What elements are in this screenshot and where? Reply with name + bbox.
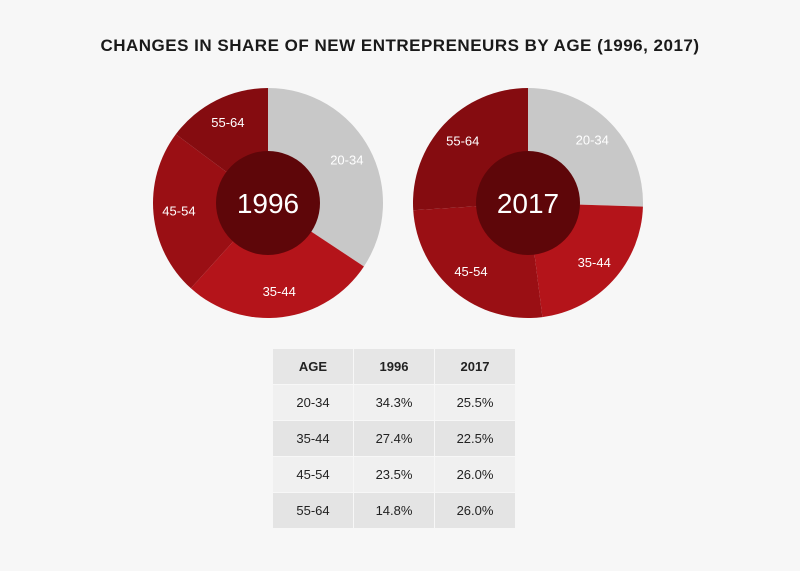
table-row: 55-64 14.8% 26.0% — [272, 492, 516, 529]
donut-center-label-1996: 1996 — [237, 188, 299, 219]
data-table: AGE 1996 2017 20-34 34.3% 25.5% 35-44 27… — [272, 348, 516, 529]
slice-1996-45-54 — [152, 134, 268, 289]
donut-charts: 20-34 35-44 45-54 55-64 1996 20-34 35-44 45-54 5… — [152, 88, 643, 318]
cell-2017: 26.0% — [434, 456, 516, 493]
slice-label-2017-45-54: 45-54 — [454, 264, 487, 279]
cell-age: 35-44 — [272, 420, 354, 457]
table-row: 45-54 23.5% 26.0% — [272, 456, 516, 493]
table-header-row: AGE 1996 2017 — [272, 348, 516, 385]
header-1996: 1996 — [353, 348, 435, 385]
slice-label-1996-45-54: 45-54 — [162, 204, 195, 219]
cell-1996: 27.4% — [353, 420, 435, 457]
cell-2017: 26.0% — [434, 492, 516, 529]
slice-label-2017-55-64: 55-64 — [446, 134, 479, 149]
table-row: 35-44 27.4% 22.5% — [272, 420, 516, 457]
donut-center-1996 — [216, 151, 320, 255]
slice-label-2017-35-44: 35-44 — [578, 255, 611, 270]
cell-age: 20-34 — [272, 384, 354, 421]
table-row: 20-34 34.3% 25.5% — [272, 384, 516, 421]
slice-label-2017-20-34: 20-34 — [576, 133, 609, 148]
cell-2017: 22.5% — [434, 420, 516, 457]
cell-1996: 23.5% — [353, 456, 435, 493]
cell-1996: 14.8% — [353, 492, 435, 529]
slice-label-1996-35-44: 35-44 — [263, 284, 296, 299]
header-age: AGE — [272, 348, 354, 385]
donut-center-2017 — [476, 151, 580, 255]
chart-title: CHANGES IN SHARE OF NEW ENTREPRENEURS BY… — [100, 36, 700, 55]
cell-1996: 34.3% — [353, 384, 435, 421]
header-2017: 2017 — [434, 348, 516, 385]
slice-label-1996-20-34: 20-34 — [330, 153, 363, 168]
slice-1996-35-44 — [190, 203, 364, 318]
donut-center-label-2017: 2017 — [497, 188, 559, 219]
cell-age: 45-54 — [272, 456, 354, 493]
slice-label-1996-55-64: 55-64 — [211, 115, 244, 130]
cell-age: 55-64 — [272, 492, 354, 529]
cell-2017: 25.5% — [434, 384, 516, 421]
